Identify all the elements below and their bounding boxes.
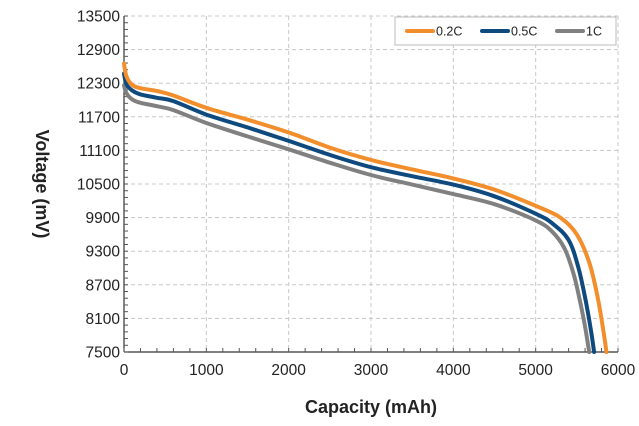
y-tick-label: 11100 [79,143,120,160]
series-line-0-2c [122,61,609,354]
y-tick-label: 9300 [86,244,121,261]
x-tick-label: 1000 [189,362,224,379]
legend-entry: 1C [586,25,602,39]
grid [124,15,619,352]
legend-entry: 0.2C [436,25,462,39]
x-tick-label: 4000 [436,362,471,379]
legend: 0.2C 0.5C 1C [394,16,617,46]
x-axis-label: Capacity (mAh) [305,397,437,417]
y-tick-label: 13500 [77,9,120,26]
series-line-1c [122,83,592,354]
legend-entry: 0.5C [511,25,537,39]
x-tick-label: 3000 [354,362,389,379]
plot-area [122,61,609,354]
y-tick-label: 8100 [86,311,121,328]
y-tick-label: 8700 [86,277,121,294]
y-axis-label: Voltage (mV) [32,130,52,239]
y-tick-label: 12300 [77,76,120,93]
y-tick-label: 12900 [77,42,120,59]
ticks: 0 1000 2000 3000 4000 5000 6000 7500 8100 8700 930… [77,9,636,380]
x-tick-label: 2000 [271,362,306,379]
x-tick-label: 6000 [601,362,636,379]
y-tick-label: 10500 [77,177,120,194]
series-line-0-5c [122,71,597,354]
x-tick-label: 5000 [518,362,553,379]
x-tick-label: 0 [120,362,129,379]
y-tick-label: 7500 [86,345,121,362]
y-tick-label: 11700 [78,109,120,126]
y-tick-label: 9900 [86,210,121,227]
